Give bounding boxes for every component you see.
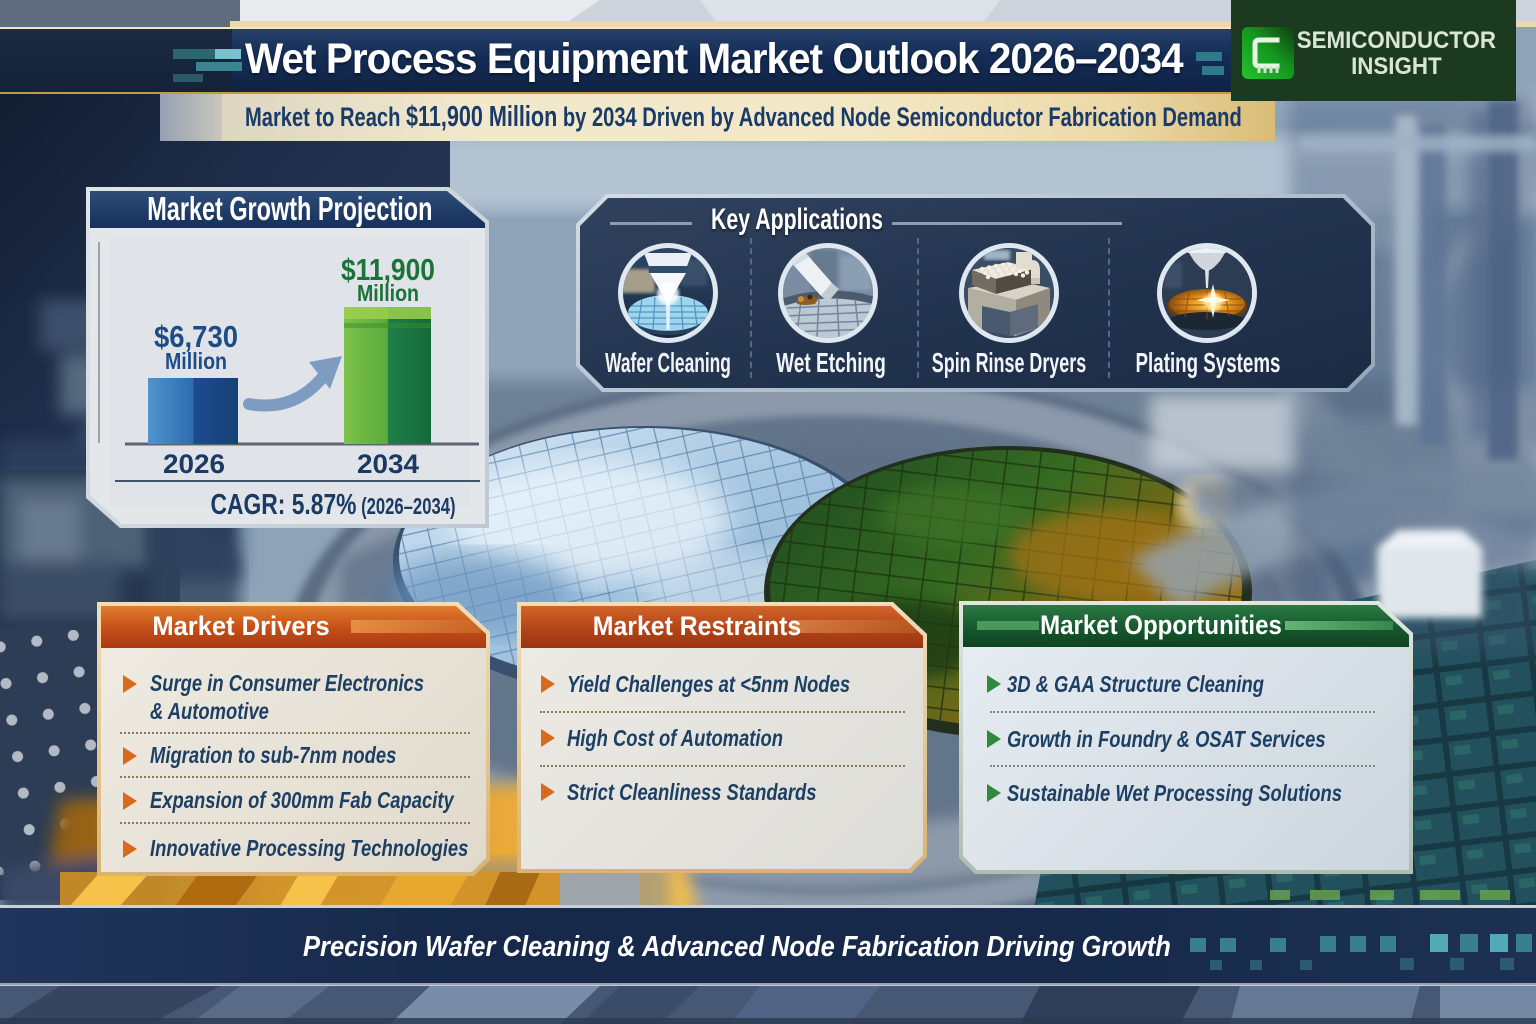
svg-text:2026: 2026: [163, 449, 225, 479]
svg-text:Million: Million: [165, 348, 227, 374]
svg-text:2034: 2034: [357, 449, 419, 479]
svg-text:$6,730: $6,730: [154, 319, 238, 354]
svg-text:Million: Million: [357, 280, 419, 306]
svg-text:CAGR: 5.87% (2026–2034): CAGR: 5.87% (2026–2034): [211, 489, 456, 521]
svg-text:$11,900: $11,900: [341, 252, 435, 287]
